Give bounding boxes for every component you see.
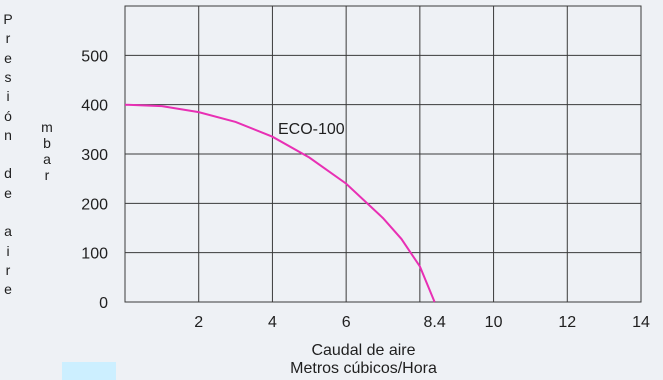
x-tick-label: 14 xyxy=(632,314,650,331)
y-axis-label-letter: P xyxy=(3,11,13,27)
y-tick-label: 300 xyxy=(81,147,108,164)
grid xyxy=(124,5,642,303)
y-axis-label-letter: i xyxy=(6,242,10,259)
y-axis-label-letter: i xyxy=(6,88,10,105)
y-axis-unit-letter: m xyxy=(41,119,53,135)
y-tick-label: 0 xyxy=(99,295,108,312)
y-tick-labels: 0 100 200 300 400 500 xyxy=(81,48,108,312)
x-tick-label: 8.4 xyxy=(423,314,445,331)
y-axis-label-letter: e xyxy=(4,49,12,66)
series-line-eco-100 xyxy=(124,103,436,303)
color-swatch xyxy=(62,362,116,380)
y-axis-label-letter: d xyxy=(4,165,12,182)
series-label-eco-100: ECO-100 xyxy=(278,121,345,138)
x-tick-label: 10 xyxy=(485,314,503,331)
y-axis-label-letter: e xyxy=(4,184,12,201)
y-axis-label-letter: r xyxy=(5,261,11,278)
x-axis-label: Caudal de aire xyxy=(311,342,416,359)
y-tick-label: 200 xyxy=(81,196,108,213)
y-axis-unit-letter: b xyxy=(43,135,51,151)
y-axis-label-letter: r xyxy=(5,30,11,47)
y-axis-label-letter: s xyxy=(4,68,12,85)
x-tick-label: 6 xyxy=(342,314,351,331)
x-tick-label: 12 xyxy=(558,314,576,331)
y-tick-label: 500 xyxy=(81,48,108,65)
x-tick-label: 4 xyxy=(268,314,277,331)
y-axis-label-letter: ó xyxy=(4,107,12,124)
y-axis-label-letter: a xyxy=(4,223,12,240)
y-axis-unit-letter: a xyxy=(43,151,51,167)
x-tick-label: 2 xyxy=(194,314,203,331)
x-tick-labels: 2 4 6 8.4 10 12 14 xyxy=(194,314,650,331)
y-axis-unit-letter: r xyxy=(44,167,50,183)
y-axis-label-letter: n xyxy=(4,126,12,143)
y-tick-label: 100 xyxy=(81,246,108,263)
x-axis-sublabel: Metros cúbicos/Hora xyxy=(290,360,437,377)
y-tick-label: 400 xyxy=(81,98,108,115)
y-axis-label-letter: e xyxy=(4,281,12,298)
